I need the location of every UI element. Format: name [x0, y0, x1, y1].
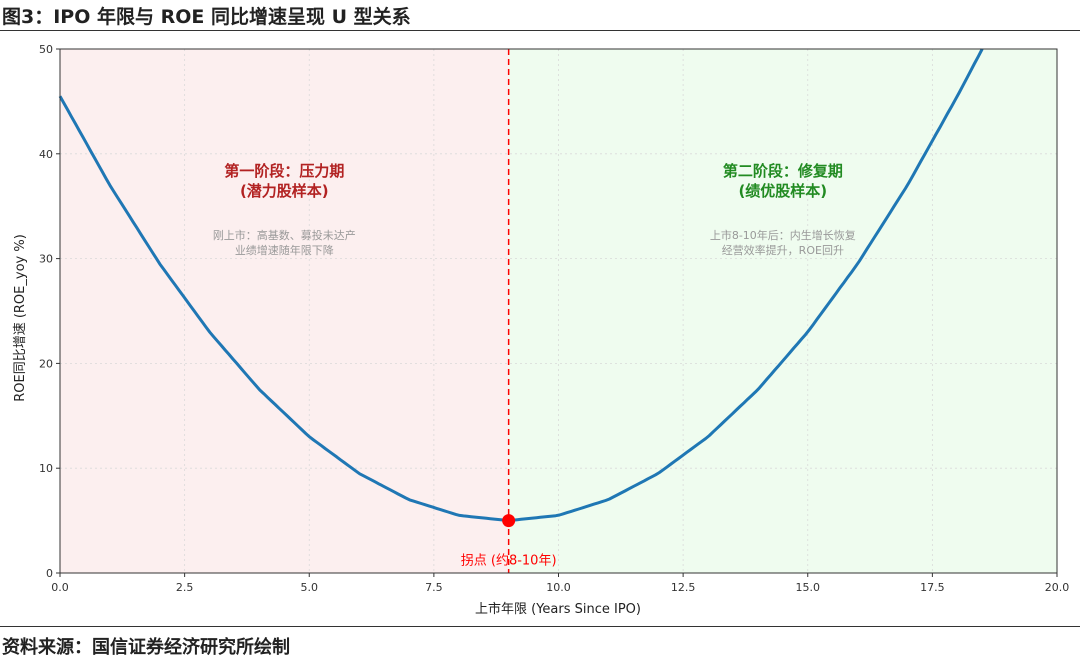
- y-tick-label: 40: [39, 148, 53, 161]
- roe-curve: [58, 48, 984, 522]
- turning-point-marker: [502, 514, 516, 528]
- bottom-rule: [0, 626, 1080, 627]
- y-tick-label: 30: [39, 253, 53, 266]
- x-tick-label: 0.0: [51, 581, 69, 594]
- y-tick-label: 0: [46, 567, 53, 580]
- annotations: 拐点 (约8-10年) 第一阶段：压力期 (潜力股样本) 刚上市：高基数、募投未达产业…: [213, 162, 856, 569]
- top-rule: [0, 30, 1080, 31]
- stage-region-1: [60, 49, 509, 573]
- stage2-subtitle: (绩优股样本): [738, 182, 827, 200]
- x-tick-label: 2.5: [176, 581, 194, 594]
- y-tick-label: 20: [39, 357, 53, 370]
- stage1-title: 第一阶段：压力期: [224, 162, 344, 180]
- y-tick-label: 10: [39, 462, 53, 475]
- chart: 上市年限 (Years Since IPO) ROE同比增速 (ROE_yoy …: [13, 43, 1069, 617]
- ticks: 0.0 2.5 5.0 7.5 10.0 12.5 15.0 17.5 20.0 0 10 20 30 4…: [39, 43, 1069, 594]
- stage1-note-2: 业绩增速随年限下降: [235, 243, 334, 257]
- x-tick-label: 20.0: [1045, 581, 1070, 594]
- x-tick-label: 12.5: [671, 581, 696, 594]
- grid: [59, 48, 1058, 574]
- series-group: [58, 48, 984, 573]
- y-axis-label: ROE同比增速 (ROE_yoy %): [13, 234, 28, 402]
- x-tick-label: 15.0: [796, 581, 821, 594]
- x-tick-label: 5.0: [301, 581, 319, 594]
- stage2-note-1: 上市8-10年后：内生增长恢复: [710, 228, 856, 242]
- stage1-note-1: 刚上市：高基数、募投未达产: [213, 228, 356, 242]
- stage2-title: 第二阶段：修复期: [723, 162, 843, 180]
- figure-title: 图3：IPO 年限与 ROE 同比增速呈现 U 型关系: [2, 6, 411, 28]
- y-tick-label: 50: [39, 43, 53, 56]
- stage-region-2: [508, 49, 1057, 573]
- x-tick-label: 10.0: [546, 581, 571, 594]
- x-tick-label: 17.5: [920, 581, 945, 594]
- stage1-subtitle: (潜力股样本): [240, 182, 329, 200]
- stage2-note-2: 经营效率提升，ROE回升: [722, 243, 844, 257]
- x-tick-label: 7.5: [425, 581, 443, 594]
- turning-point-label: 拐点 (约8-10年): [461, 554, 557, 569]
- figure-source: 资料来源：国信证券经济研究所绘制: [2, 637, 290, 658]
- x-axis-label: 上市年限 (Years Since IPO): [475, 601, 641, 617]
